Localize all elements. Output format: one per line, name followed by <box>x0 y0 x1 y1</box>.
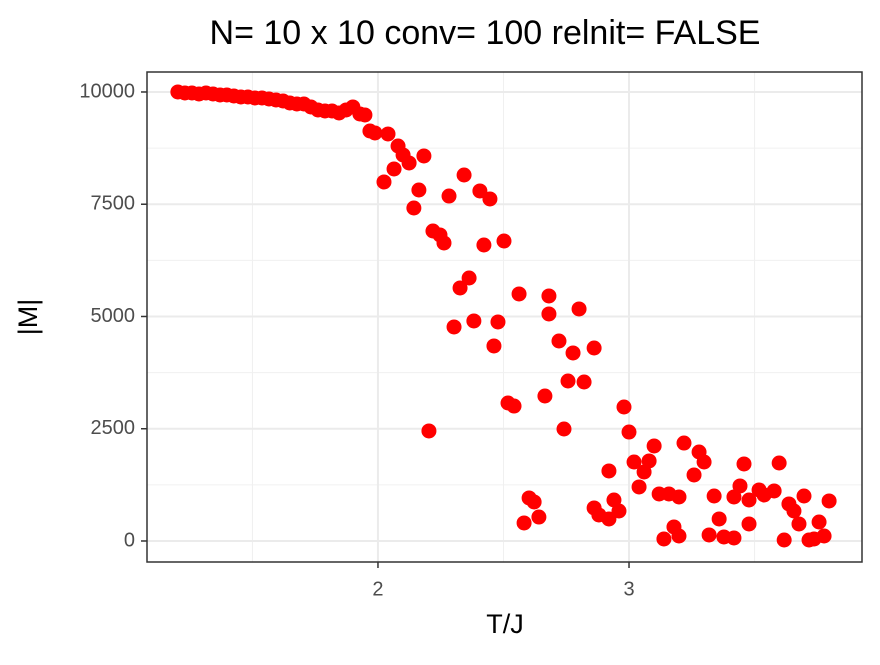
point <box>631 479 647 495</box>
point <box>466 313 482 329</box>
point <box>671 528 687 544</box>
point <box>801 532 817 548</box>
point <box>626 454 642 470</box>
point <box>551 333 567 349</box>
point <box>416 148 432 164</box>
point <box>586 340 602 356</box>
point <box>367 125 383 141</box>
y-tick-label: 7500 <box>91 193 136 215</box>
point <box>380 126 396 142</box>
y-tick-label: 10000 <box>79 80 135 102</box>
point <box>531 509 547 525</box>
point <box>496 233 512 249</box>
panel-border <box>146 71 863 563</box>
point <box>446 319 462 335</box>
point <box>811 514 827 530</box>
point <box>616 399 632 415</box>
point <box>816 528 832 544</box>
point <box>452 280 468 296</box>
point <box>686 467 702 483</box>
point <box>741 492 757 508</box>
point <box>476 237 492 253</box>
point <box>541 288 557 304</box>
point <box>601 463 617 479</box>
point <box>791 516 807 532</box>
chart-title: N= 10 x 10 conv= 100 relnit= FALSE <box>210 14 761 52</box>
point <box>621 424 637 440</box>
x-tick-label: 2 <box>372 578 383 600</box>
point <box>636 464 652 480</box>
point <box>786 503 802 519</box>
point <box>486 338 502 354</box>
x-tick-label: 3 <box>623 578 634 600</box>
point <box>726 530 742 546</box>
point <box>506 398 522 414</box>
point <box>556 421 572 437</box>
point <box>406 200 422 216</box>
point <box>576 374 592 390</box>
point <box>436 235 452 251</box>
point <box>386 161 402 177</box>
point <box>376 174 392 190</box>
point <box>490 314 506 330</box>
point <box>646 438 662 454</box>
point <box>732 478 748 494</box>
point <box>541 306 557 322</box>
point <box>771 455 787 471</box>
point <box>726 489 742 505</box>
point <box>441 188 457 204</box>
point <box>611 503 627 519</box>
point <box>751 482 767 498</box>
y-tick-label: 0 <box>124 529 135 551</box>
point <box>456 167 472 183</box>
point <box>472 183 488 199</box>
point <box>741 516 757 532</box>
point <box>516 515 532 531</box>
point <box>671 489 687 505</box>
point <box>601 511 617 527</box>
point <box>776 532 792 548</box>
y-axis-label: |M| <box>13 299 43 336</box>
y-tick-label: 2500 <box>91 417 136 439</box>
point <box>571 301 587 317</box>
point <box>706 488 722 504</box>
point <box>401 155 417 171</box>
point <box>526 494 542 510</box>
point <box>560 373 576 389</box>
point <box>701 527 717 543</box>
point <box>696 454 712 470</box>
point <box>421 423 437 439</box>
y-tick-label: 5000 <box>91 305 136 327</box>
x-axis-label: T/J <box>486 609 524 639</box>
point <box>511 286 527 302</box>
point <box>537 388 553 404</box>
point <box>711 511 727 527</box>
point <box>411 182 427 198</box>
point <box>482 191 498 207</box>
point <box>676 435 692 451</box>
point <box>736 456 752 472</box>
point <box>357 107 373 123</box>
point <box>565 345 581 361</box>
point <box>821 493 837 509</box>
point <box>461 270 477 286</box>
point <box>656 531 672 547</box>
point <box>796 488 812 504</box>
